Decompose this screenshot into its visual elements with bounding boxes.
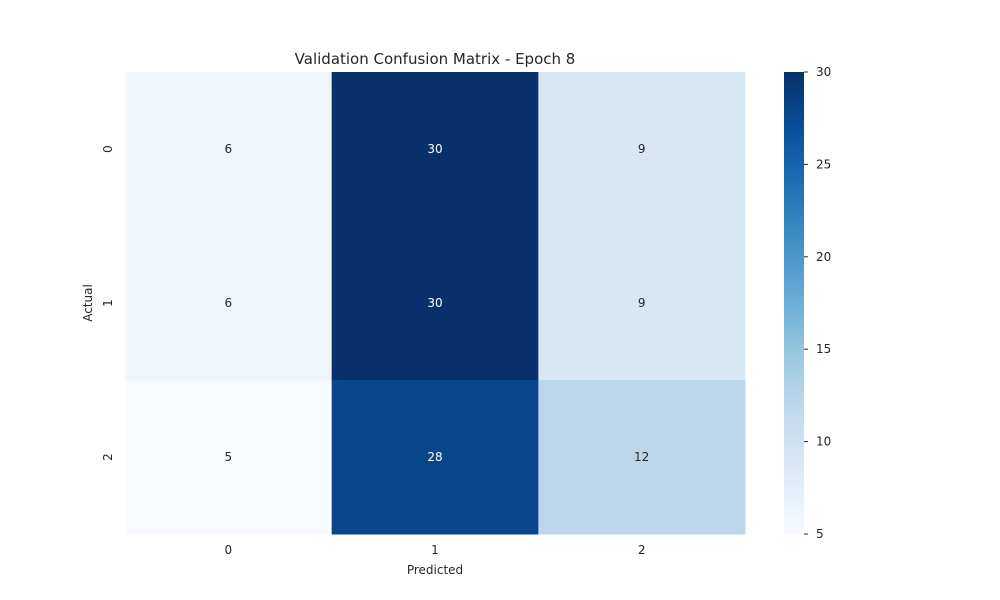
cell-value-label: 9 — [638, 142, 646, 156]
cell-value-label: 30 — [427, 296, 442, 310]
cell-value-label: 9 — [638, 296, 646, 310]
y-tick-label: 1 — [101, 299, 115, 307]
colorbar-tick-label: 25 — [816, 157, 831, 171]
heatmap-cell — [331, 72, 539, 227]
colorbar-tick-label: 30 — [816, 65, 831, 79]
colorbar-tick-label: 15 — [816, 342, 831, 356]
colorbar-tick-label: 10 — [816, 435, 831, 449]
colorbar — [784, 72, 804, 534]
chart-title: Validation Confusion Matrix - Epoch 8 — [295, 50, 576, 68]
heatmap-cells — [125, 72, 746, 535]
cell-value-label: 6 — [225, 142, 233, 156]
heatmap-cell — [125, 380, 333, 535]
colorbar-ticks: 5 10 15 20 25 30 — [804, 65, 831, 541]
heatmap-cell — [331, 380, 539, 535]
y-tick-label: 0 — [101, 145, 115, 153]
heatmap-cell — [331, 226, 539, 381]
colorbar-tick-label: 5 — [816, 527, 824, 541]
y-axis-ticks: 0 1 2 — [101, 145, 115, 461]
cell-value-label: 30 — [427, 142, 442, 156]
colorbar-tick-label: 20 — [816, 250, 831, 264]
cell-value-label: 5 — [225, 450, 233, 464]
heatmap-cell — [538, 380, 746, 535]
x-tick-label: 2 — [638, 543, 646, 557]
x-tick-label: 0 — [225, 543, 233, 557]
cell-value-label: 28 — [427, 450, 442, 464]
heatmap-cell — [125, 226, 333, 381]
cell-value-label: 6 — [225, 296, 233, 310]
x-axis-ticks: 0 1 2 — [225, 543, 646, 557]
x-tick-label: 1 — [431, 543, 439, 557]
heatmap-cell — [125, 72, 333, 227]
heatmap-cell — [538, 72, 746, 227]
y-tick-label: 2 — [101, 453, 115, 461]
heatmap-cell — [538, 226, 746, 381]
heatmap-cell-labels: 6 30 9 6 30 9 5 28 12 — [225, 142, 650, 464]
x-axis-label: Predicted — [407, 563, 463, 577]
y-axis-label: Actual — [81, 284, 95, 322]
cell-value-label: 12 — [634, 450, 649, 464]
